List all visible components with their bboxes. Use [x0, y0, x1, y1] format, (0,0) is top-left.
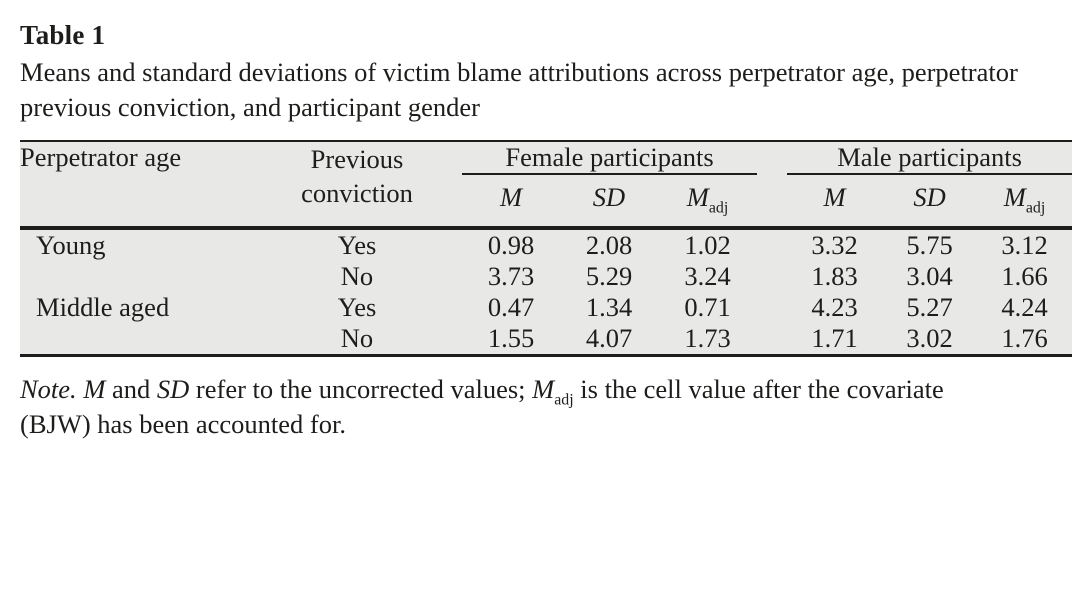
table-row: No 1.55 4.07 1.73 1.71 3.02 1.76 [20, 323, 1072, 356]
col-header-male-sd: SD [882, 173, 978, 230]
col-header-female-sd: SD [560, 173, 658, 230]
header-sub-row: M SD Madj M SD Madj [20, 173, 1073, 230]
column-gap [757, 261, 787, 292]
table-note: Note. M and SD refer to the uncorrected … [20, 373, 944, 440]
cell-female-m: 0.47 [487, 291, 535, 322]
cell-male-m: 3.32 [811, 229, 858, 260]
column-gap [757, 292, 787, 323]
cell-male-sd: 3.02 [906, 322, 953, 353]
cell-perpetrator-age [20, 323, 252, 356]
cell-male-m: 4.23 [811, 291, 858, 322]
cell-female-madj: 3.24 [684, 260, 731, 291]
column-gap [757, 140, 788, 230]
cell-female-sd: 4.07 [585, 322, 633, 353]
cell-male-sd: 5.27 [906, 291, 953, 322]
cell-male-madj: 1.76 [1001, 322, 1048, 353]
table-caption: Means and standard deviations of victim … [20, 57, 1018, 122]
col-header-female-m: M [462, 173, 560, 230]
cell-female-m: 1.55 [487, 322, 535, 353]
cell-male-madj: 1.66 [1001, 260, 1048, 291]
column-gap [757, 228, 787, 261]
cell-male-sd: 5.75 [906, 229, 953, 260]
header-group-row: Perpetrator age Previous conviction Fema… [20, 140, 1073, 230]
col-header-male-madj: Madj [977, 173, 1073, 230]
col-header-female-madj: Madj [658, 173, 758, 230]
table-row: Middle aged Yes 0.47 1.34 0.71 4.23 5.27… [20, 292, 1072, 323]
table-row: Young Yes 0.98 2.08 1.02 3.32 5.75 3.12 [20, 228, 1072, 261]
cell-female-madj: 1.73 [684, 322, 731, 353]
cell-female-madj: 0.71 [684, 291, 731, 322]
cell-female-m: 3.73 [487, 260, 535, 291]
cell-female-m: 0.98 [487, 229, 535, 260]
table-title: Table 1 [20, 20, 106, 50]
cell-perpetrator-age: Middle aged [36, 291, 170, 322]
cell-male-sd: 3.04 [906, 260, 953, 291]
cell-female-madj: 1.02 [684, 229, 731, 260]
cell-male-madj: 4.24 [1001, 291, 1048, 322]
cell-previous-conviction: No [340, 260, 374, 291]
data-table: Perpetrator age Previous conviction Fema… [20, 139, 1073, 357]
cell-male-m: 1.71 [811, 322, 858, 353]
cell-male-m: 1.83 [811, 260, 858, 291]
col-header-male-m: M [787, 173, 883, 230]
cell-female-sd: 2.08 [585, 229, 633, 260]
col-header-previous-conviction: Previous conviction [252, 140, 462, 230]
cell-female-sd: 1.34 [585, 291, 633, 322]
cell-perpetrator-age [20, 261, 252, 292]
cell-female-sd: 5.29 [585, 260, 633, 291]
table-row: No 3.73 5.29 3.24 1.83 3.04 1.66 [20, 261, 1072, 292]
col-header-perpetrator-age: Perpetrator age [20, 140, 252, 230]
group-header-male-participants: Male participants [787, 140, 1073, 175]
cell-male-madj: 3.12 [1001, 229, 1048, 260]
column-gap [757, 323, 787, 356]
cell-perpetrator-age: Young [36, 229, 106, 260]
group-header-female-participants: Female participants [462, 140, 758, 175]
cell-previous-conviction: Yes [337, 229, 377, 260]
cell-previous-conviction: Yes [337, 291, 377, 322]
cell-previous-conviction: No [340, 322, 374, 353]
